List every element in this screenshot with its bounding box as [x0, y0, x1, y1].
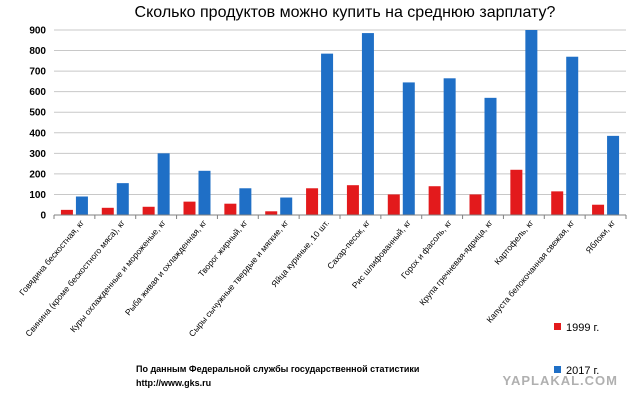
- y-tick-label: 100: [29, 190, 46, 201]
- chart-title: Сколько продуктов можно купить на средню…: [135, 4, 556, 21]
- category-label: Яблоки, кг: [583, 218, 617, 255]
- bar-2017: [116, 183, 129, 215]
- bar-2017: [321, 53, 334, 216]
- bar-1999: [183, 201, 196, 215]
- legend: 1999 г. 2017 г.: [554, 322, 599, 377]
- y-tick-label: 700: [29, 67, 46, 78]
- bar-1999: [592, 204, 605, 215]
- x-axis: [53, 214, 627, 219]
- bar-1999: [60, 209, 73, 215]
- bar-2017: [361, 33, 374, 216]
- source-url: http://www.gks.ru: [136, 378, 211, 388]
- bars: [60, 30, 620, 216]
- bar-1999: [387, 194, 400, 215]
- bar-2017: [198, 170, 211, 215]
- bar-2017: [525, 30, 538, 215]
- bar-2017: [566, 56, 579, 215]
- category-label: Крупа гречневая-ядрица, кг: [417, 218, 494, 307]
- y-tick-label: 0: [40, 211, 46, 222]
- bar-1999: [101, 207, 114, 215]
- bar-1999: [346, 185, 359, 215]
- bar-2017: [484, 97, 497, 215]
- y-tick-label: 800: [29, 46, 46, 57]
- category-label: Рыба живая и охлажденная, кг: [123, 218, 209, 317]
- bar-1999: [265, 211, 278, 215]
- bar-2017: [607, 135, 620, 215]
- grid-lines: [54, 29, 626, 195]
- y-tick-label: 900: [29, 26, 46, 37]
- bar-2017: [75, 196, 88, 215]
- category-label: Капуста белокочанная свежая, кг: [484, 218, 576, 325]
- y-tick-label: 500: [29, 108, 46, 119]
- bar-1999: [551, 191, 564, 215]
- bar-1999: [428, 186, 441, 215]
- category-label: Сахар-песок, кг: [325, 218, 372, 271]
- y-axis-ticks: 0 100 200 300 400 500 600 700 800 900: [29, 26, 46, 222]
- y-tick-label: 400: [29, 128, 46, 139]
- watermark: YAPLAKAL.COM: [502, 373, 618, 388]
- y-tick-label: 200: [29, 169, 46, 180]
- legend-swatch-1999: [554, 323, 561, 330]
- bar-2017: [157, 153, 170, 215]
- bar-2017: [239, 188, 252, 215]
- y-tick-label: 600: [29, 87, 46, 98]
- legend-label-1999: 1999 г.: [566, 322, 599, 334]
- source-text: По данным Федеральной службы государстве…: [136, 364, 419, 374]
- legend-swatch-2017: [554, 366, 561, 373]
- bar-1999: [469, 194, 482, 215]
- bar-2017: [402, 82, 415, 216]
- category-label: Картофель, кг: [492, 218, 535, 267]
- bar-1999: [224, 203, 237, 215]
- bar-2017: [280, 197, 293, 215]
- y-tick-label: 300: [29, 149, 46, 160]
- legend-label-2017: 2017 г.: [566, 365, 599, 377]
- category-label: Говядина бескостная, кг: [17, 218, 86, 297]
- bar-1999: [306, 188, 319, 215]
- bar-1999: [142, 206, 155, 215]
- bar-2017: [443, 78, 456, 215]
- bar-1999: [510, 169, 523, 215]
